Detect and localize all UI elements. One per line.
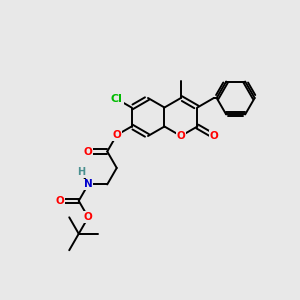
- Text: O: O: [84, 146, 93, 157]
- Text: O: O: [209, 131, 218, 141]
- Text: N: N: [84, 179, 93, 189]
- Text: Cl: Cl: [111, 94, 123, 104]
- Text: O: O: [176, 131, 185, 141]
- Text: H: H: [77, 167, 85, 177]
- Text: O: O: [112, 130, 121, 140]
- Text: O: O: [84, 212, 93, 222]
- Text: O: O: [56, 196, 64, 206]
